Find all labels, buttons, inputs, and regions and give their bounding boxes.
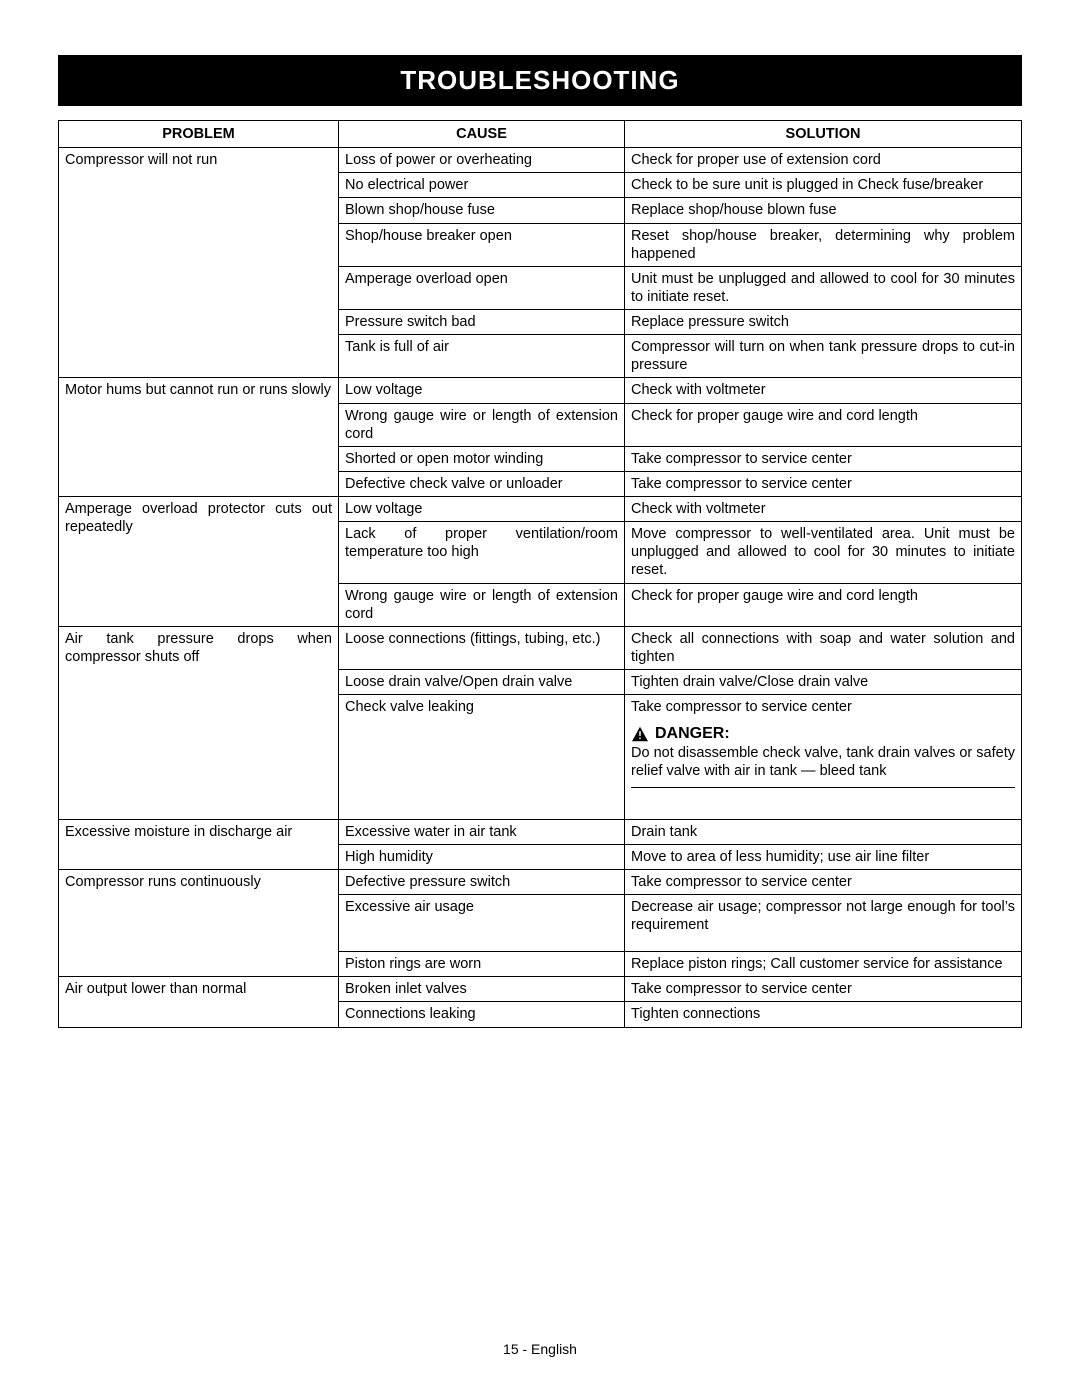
cause-cell: Connections leaking: [339, 1002, 625, 1027]
cause-cell: Defective check valve or unloader: [339, 471, 625, 496]
cause-cell: High humidity: [339, 844, 625, 869]
solution-cell: Replace shop/house blown fuse: [625, 198, 1022, 223]
solution-cell: Drain tank: [625, 819, 1022, 844]
cause-cell: Check valve leaking: [339, 695, 625, 819]
solution-cell: Take compressor to service center: [625, 977, 1022, 1002]
table-row: Excessive moisture in discharge airExces…: [59, 819, 1022, 844]
table-row: Air output lower than normalBroken inlet…: [59, 977, 1022, 1002]
problem-cell: Compressor runs continuously: [59, 869, 339, 977]
solution-cell: Take compressor to service center: [625, 471, 1022, 496]
solution-cell: Check with voltmeter: [625, 378, 1022, 403]
solution-cell: Move to area of less humidity; use air l…: [625, 844, 1022, 869]
solution-cell: Tighten connections: [625, 1002, 1022, 1027]
solution-cell: Check for proper gauge wire and cord len…: [625, 403, 1022, 446]
solution-cell: Take compressor to service center: [625, 446, 1022, 471]
solution-cell: Unit must be unplugged and allowed to co…: [625, 266, 1022, 309]
cause-cell: Blown shop/house fuse: [339, 198, 625, 223]
solution-cell: Check to be sure unit is plugged in Chec…: [625, 173, 1022, 198]
solution-cell: Check with voltmeter: [625, 497, 1022, 522]
cause-cell: Lack of proper ventilation/room temperat…: [339, 522, 625, 583]
cause-cell: Broken inlet valves: [339, 977, 625, 1002]
cause-cell: Excessive water in air tank: [339, 819, 625, 844]
cause-cell: Wrong gauge wire or length of extension …: [339, 583, 625, 626]
problem-cell: Air output lower than normal: [59, 977, 339, 1027]
table-row: Compressor runs continuouslyDefective pr…: [59, 869, 1022, 894]
cause-cell: Excessive air usage: [339, 894, 625, 951]
page-footer: 15 - English: [0, 1341, 1080, 1357]
troubleshooting-table: PROBLEM CAUSE SOLUTION Compressor will n…: [58, 120, 1022, 1028]
cause-cell: Defective pressure switch: [339, 869, 625, 894]
solution-cell: Check for proper gauge wire and cord len…: [625, 583, 1022, 626]
cause-cell: Tank is full of air: [339, 335, 625, 378]
problem-cell: Compressor will not run: [59, 148, 339, 378]
cause-cell: Loose drain valve/Open drain valve: [339, 670, 625, 695]
cause-cell: Low voltage: [339, 497, 625, 522]
table-row: Air tank pressure drops when compressor …: [59, 626, 1022, 669]
table-row: Compressor will not runLoss of power or …: [59, 148, 1022, 173]
table-row: Motor hums but cannot run or runs slowly…: [59, 378, 1022, 403]
col-header-solution: SOLUTION: [625, 121, 1022, 148]
danger-text: Do not disassemble check valve, tank dra…: [631, 744, 1015, 780]
cause-cell: Loss of power or overheating: [339, 148, 625, 173]
danger-heading: DANGER:: [631, 724, 1015, 744]
cause-cell: Amperage overload open: [339, 266, 625, 309]
col-header-problem: PROBLEM: [59, 121, 339, 148]
solution-cell: Take compressor to service centerDANGER:…: [625, 695, 1022, 819]
solution-cell: Check all connections with soap and wate…: [625, 626, 1022, 669]
solution-cell: Compressor will turn on when tank pressu…: [625, 335, 1022, 378]
solution-cell: Replace piston rings; Call customer serv…: [625, 952, 1022, 977]
title-bar: TROUBLESHOOTING: [58, 55, 1022, 106]
problem-cell: Air tank pressure drops when compressor …: [59, 626, 339, 819]
solution-cell: Decrease air usage; compressor not large…: [625, 894, 1022, 951]
solution-cell: Tighten drain valve/Close drain valve: [625, 670, 1022, 695]
problem-cell: Excessive moisture in discharge air: [59, 819, 339, 869]
cause-cell: Piston rings are worn: [339, 952, 625, 977]
col-header-cause: CAUSE: [339, 121, 625, 148]
cause-cell: No electrical power: [339, 173, 625, 198]
cause-cell: Pressure switch bad: [339, 310, 625, 335]
cause-cell: Loose connections (fittings, tubing, etc…: [339, 626, 625, 669]
cause-cell: Shop/house breaker open: [339, 223, 625, 266]
page-title: TROUBLESHOOTING: [58, 65, 1022, 96]
danger-label: DANGER:: [655, 724, 730, 744]
solution-cell: Replace pressure switch: [625, 310, 1022, 335]
warning-icon: [631, 726, 649, 742]
cause-cell: Wrong gauge wire or length of extension …: [339, 403, 625, 446]
solution-cell: Check for proper use of extension cord: [625, 148, 1022, 173]
table-header-row: PROBLEM CAUSE SOLUTION: [59, 121, 1022, 148]
table-row: Amperage overload protector cuts out rep…: [59, 497, 1022, 522]
solution-cell: Reset shop/house breaker, determining wh…: [625, 223, 1022, 266]
problem-cell: Motor hums but cannot run or runs slowly: [59, 378, 339, 497]
solution-cell: Move compressor to well-ventilated area.…: [625, 522, 1022, 583]
problem-cell: Amperage overload protector cuts out rep…: [59, 497, 339, 627]
cause-cell: Shorted or open motor winding: [339, 446, 625, 471]
solution-cell: Take compressor to service center: [625, 869, 1022, 894]
cause-cell: Low voltage: [339, 378, 625, 403]
